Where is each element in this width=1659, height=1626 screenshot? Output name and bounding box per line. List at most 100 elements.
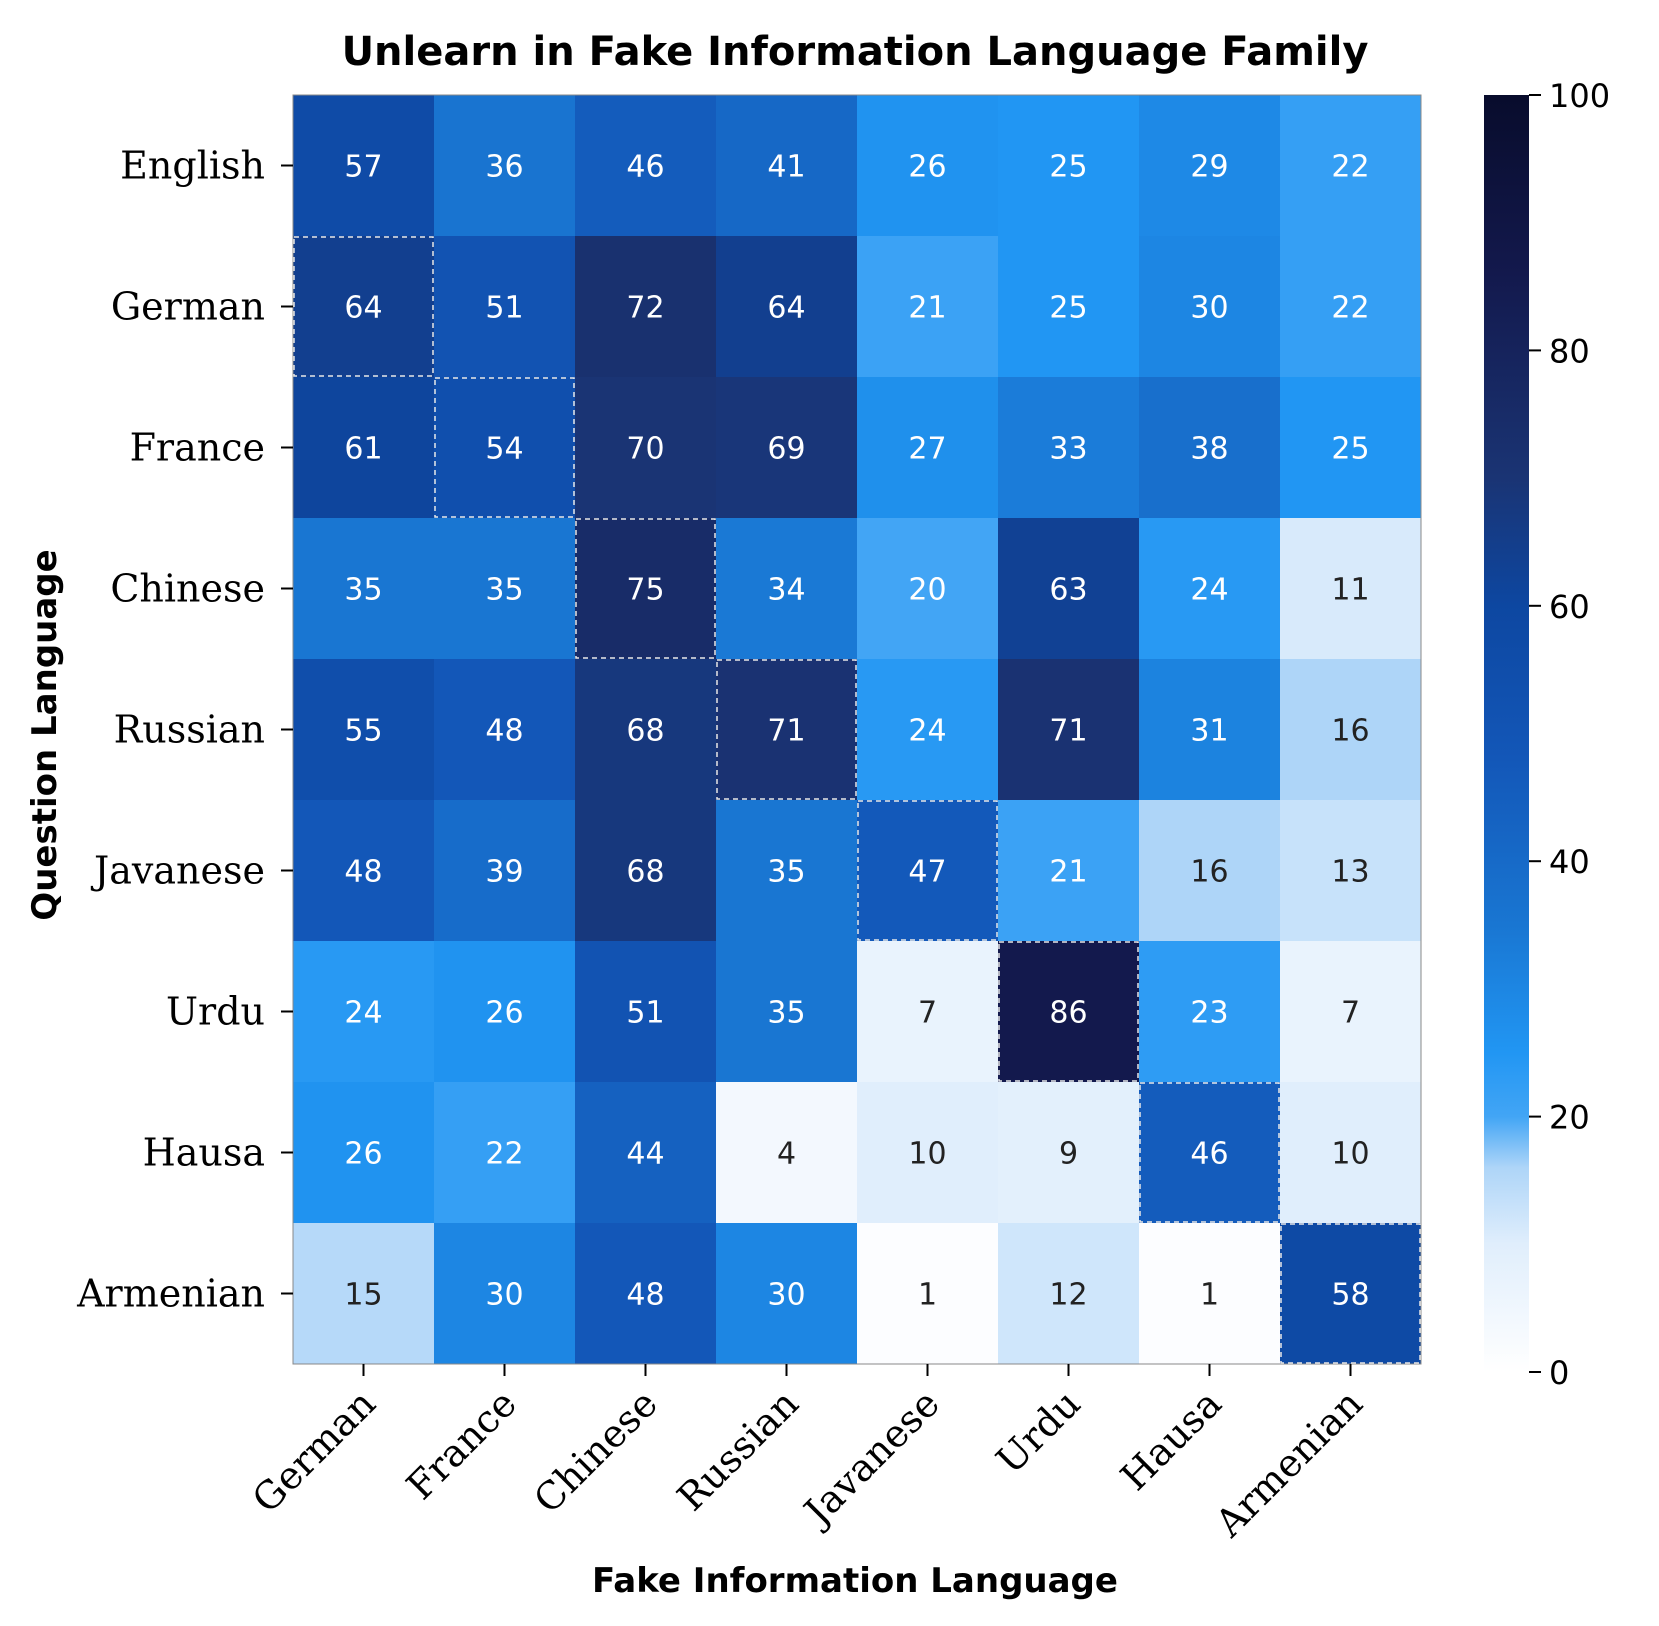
cell-value-label: 25 [1049, 150, 1087, 185]
heatmap-cell [575, 236, 717, 378]
heatmap-cell [1139, 800, 1281, 942]
cell-value-label: 20 [908, 573, 946, 608]
heatmap-cell [575, 941, 717, 1083]
cell-value-label: 24 [344, 996, 382, 1031]
x-tick-label: Javanese [793, 1381, 948, 1536]
cell-value-label: 13 [1331, 855, 1369, 890]
heatmap-cell [434, 518, 576, 660]
highlight-box [434, 377, 575, 518]
cell-value-label: 24 [1190, 573, 1228, 608]
cell-value-label: 22 [485, 1137, 523, 1172]
heatmap-cell [1139, 377, 1281, 519]
heatmap-cell [293, 95, 435, 237]
heatmap-cell [293, 800, 435, 942]
y-axis-title: Question Language [25, 549, 65, 920]
heatmap-cell [434, 377, 576, 519]
x-tick-label: Russian [669, 1381, 807, 1519]
heatmap-cell [716, 941, 858, 1083]
heatmap-cell [434, 95, 576, 237]
cell-value-label: 10 [1331, 1137, 1369, 1172]
y-tick-label: Armenian [76, 1272, 265, 1316]
cell-value-label: 48 [626, 1278, 664, 1313]
cell-value-label: 30 [767, 1278, 805, 1313]
y-tick-label: English [120, 144, 265, 188]
highlight-box [716, 659, 857, 800]
cell-value-label: 21 [1049, 855, 1087, 890]
heatmap-cell [293, 1082, 435, 1224]
heatmap-cell [293, 236, 435, 378]
cell-value-label: 34 [767, 573, 805, 608]
cell-value-label: 54 [485, 432, 523, 467]
cell-value-label: 70 [626, 432, 664, 467]
heatmap-cell [998, 941, 1140, 1083]
heatmap-cell [293, 659, 435, 801]
highlight-box [575, 518, 716, 659]
cell-value-label: 26 [344, 1137, 382, 1172]
cell-value-label: 71 [767, 714, 805, 749]
cell-value-label: 44 [626, 1137, 664, 1172]
heatmap-cell [998, 95, 1140, 237]
heatmap-cell [1139, 236, 1281, 378]
heatmap-cell [1139, 1223, 1281, 1365]
heatmap-cell [716, 1082, 858, 1224]
colorbar-tick-label: 0 [1549, 1354, 1569, 1392]
cell-value-label: 25 [1049, 291, 1087, 326]
x-tick-label: Hausa [1112, 1381, 1230, 1499]
highlight-box [857, 800, 998, 941]
cell-value-label: 23 [1190, 996, 1228, 1031]
heatmap-cell [857, 95, 999, 237]
cell-value-label: 51 [485, 291, 523, 326]
x-tick-label: Armenian [1206, 1381, 1371, 1546]
highlight-box [1280, 1223, 1421, 1364]
heatmap-cell [857, 800, 999, 942]
x-tick-label: France [398, 1381, 525, 1508]
heatmap-cell [1280, 1223, 1422, 1365]
heatmap-cell [857, 1223, 999, 1365]
heatmap-cell [1280, 659, 1422, 801]
chart-title: Unlearn in Fake Information Language Fam… [342, 29, 1369, 75]
heatmap-cell [857, 941, 999, 1083]
heatmap-cell [575, 659, 717, 801]
cell-value-label: 38 [1190, 432, 1228, 467]
cell-value-label: 29 [1190, 150, 1228, 185]
cell-value-label: 7 [1341, 996, 1360, 1031]
x-tick-label: Urdu [988, 1381, 1089, 1482]
cell-value-label: 64 [767, 291, 805, 326]
heatmap-cell [575, 518, 717, 660]
heatmap-cell [857, 1082, 999, 1224]
cell-value-label: 48 [344, 855, 382, 890]
highlight-box [1139, 1082, 1280, 1223]
cell-value-label: 33 [1049, 432, 1087, 467]
cell-value-label: 21 [908, 291, 946, 326]
heatmap-cell [575, 95, 717, 237]
heatmap-cell [575, 1082, 717, 1224]
cell-value-label: 61 [344, 432, 382, 467]
heatmap-cell [1139, 95, 1281, 237]
heatmap-cell [998, 236, 1140, 378]
cell-value-label: 30 [485, 1278, 523, 1313]
cell-value-label: 46 [626, 150, 664, 185]
colorbar-tick-label: 40 [1549, 843, 1590, 881]
cell-value-label: 58 [1331, 1278, 1369, 1313]
cell-value-label: 15 [344, 1278, 382, 1313]
heatmap-cell [1280, 377, 1422, 519]
cell-value-label: 36 [485, 150, 523, 185]
heatmap-cell [575, 1223, 717, 1365]
cell-value-label: 72 [626, 291, 664, 326]
heatmap-cell [857, 236, 999, 378]
cell-value-label: 39 [485, 855, 523, 890]
heatmap-cell [434, 1223, 576, 1365]
cell-value-label: 10 [908, 1137, 946, 1172]
cell-value-label: 31 [1190, 714, 1228, 749]
heatmap-cell [998, 518, 1140, 660]
y-tick-label: Chinese [110, 567, 265, 611]
heatmap-cell [857, 518, 999, 660]
heatmap-cell [575, 377, 717, 519]
heatmap-cell [716, 1223, 858, 1365]
x-tick-label: Chinese [525, 1381, 665, 1521]
cell-value-label: 75 [626, 573, 664, 608]
cell-value-label: 4 [777, 1137, 796, 1172]
